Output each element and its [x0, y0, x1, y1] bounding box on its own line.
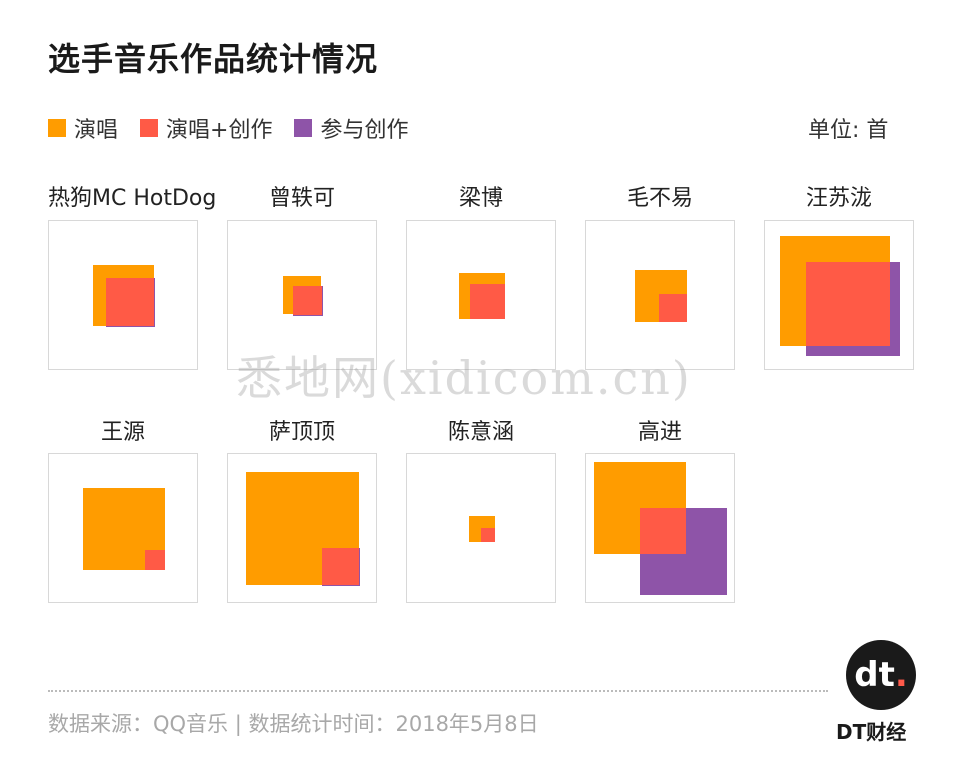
- panel-box: [406, 220, 556, 370]
- legend-swatch-sing: [48, 119, 66, 137]
- panel-box: [48, 453, 198, 603]
- panel-box: [585, 220, 735, 370]
- square-both: [321, 547, 360, 586]
- footer-divider: [48, 690, 828, 692]
- panel-label: 陈意涵: [447, 420, 514, 445]
- brand-logo-icon: dt.: [846, 640, 916, 710]
- square-both: [805, 261, 890, 346]
- legend-item-both: 演唱+创作: [140, 112, 272, 144]
- panel-box: [227, 453, 377, 603]
- legend-swatch-write: [294, 119, 313, 137]
- chart-panels: 热狗MC HotDog 曾轶可 梁博 毛不易 汪苏泷王源 萨顶顶 陈意涵 高进: [48, 186, 914, 603]
- legend: 演唱 演唱+创作 参与创作: [48, 112, 430, 144]
- panel-box: [585, 453, 735, 603]
- legend-label-sing: 演唱: [74, 118, 119, 143]
- brand-mark: dt: [854, 655, 895, 695]
- watermark-text: 悉地网(xidicom.cn): [236, 351, 692, 405]
- square-both: [105, 277, 154, 326]
- panel-label: 汪苏泷: [805, 186, 872, 211]
- square-both: [659, 294, 688, 323]
- square-both: [481, 528, 496, 543]
- legend-item-sing: 演唱: [48, 112, 118, 144]
- panel-box: [227, 220, 377, 370]
- panel-label: 曾轶可: [268, 186, 335, 211]
- brand-name: DT财经: [836, 720, 907, 744]
- panel-box: [406, 453, 556, 603]
- chart-title: 选手音乐作品统计情况: [48, 40, 379, 78]
- brand-dot-icon: .: [894, 655, 908, 695]
- panel-label: 毛不易: [626, 186, 693, 211]
- legend-label-both: 演唱+创作: [166, 118, 273, 143]
- square-both: [640, 508, 687, 555]
- panel-label: 梁博: [458, 186, 503, 211]
- panel-label: 王源: [100, 420, 145, 445]
- panel-box: [764, 220, 914, 370]
- unit-label: 单位: 首: [808, 118, 889, 143]
- panel-label: 高进: [637, 420, 682, 445]
- square-both: [470, 284, 505, 319]
- legend-label-write: 参与创作: [320, 118, 409, 143]
- data-source: 数据来源：QQ音乐 | 数据统计时间：2018年5月8日: [48, 712, 539, 736]
- legend-item-write: 参与创作: [294, 112, 408, 144]
- panel-label: 萨顶顶: [268, 420, 335, 445]
- square-both: [293, 286, 322, 315]
- legend-swatch-both: [140, 119, 159, 137]
- panel-box: [48, 220, 198, 370]
- panel-label: 热狗MC HotDog: [48, 186, 217, 211]
- square-both: [144, 549, 165, 570]
